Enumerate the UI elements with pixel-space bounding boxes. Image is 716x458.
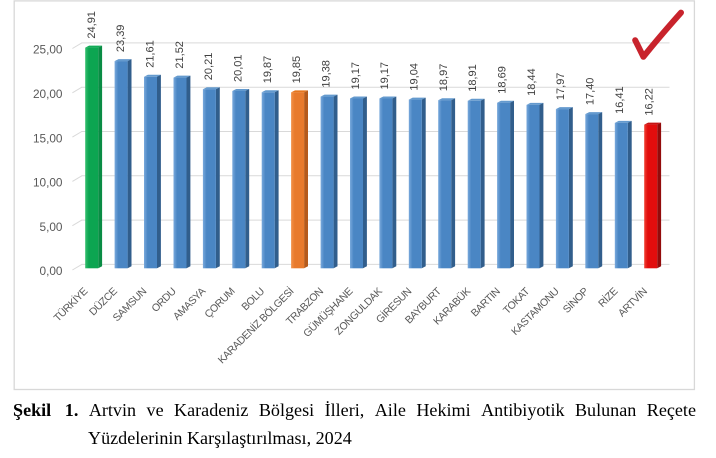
svg-text:21,61: 21,61 bbox=[145, 40, 157, 68]
svg-text:19,38: 19,38 bbox=[321, 60, 333, 88]
svg-text:19,17: 19,17 bbox=[379, 62, 391, 90]
svg-text:19,17: 19,17 bbox=[350, 62, 362, 90]
svg-text:24,91: 24,91 bbox=[86, 11, 98, 39]
svg-text:18,44: 18,44 bbox=[526, 68, 538, 96]
svg-text:18,69: 18,69 bbox=[497, 66, 509, 94]
svg-text:16,22: 16,22 bbox=[643, 88, 655, 116]
svg-text:20,01: 20,01 bbox=[233, 54, 245, 82]
svg-text:23,39: 23,39 bbox=[115, 25, 127, 53]
svg-text:18,91: 18,91 bbox=[467, 64, 479, 92]
svg-text:17,97: 17,97 bbox=[555, 73, 567, 101]
svg-text:17,40: 17,40 bbox=[585, 78, 597, 106]
svg-text:16,41: 16,41 bbox=[614, 86, 626, 114]
svg-text:19,04: 19,04 bbox=[409, 63, 421, 91]
svg-text:10,00: 10,00 bbox=[33, 176, 63, 190]
svg-text:15,00: 15,00 bbox=[33, 131, 63, 145]
svg-text:25,00: 25,00 bbox=[33, 43, 63, 57]
svg-text:21,52: 21,52 bbox=[174, 41, 186, 69]
svg-text:19,87: 19,87 bbox=[262, 56, 274, 84]
svg-text:20,00: 20,00 bbox=[33, 87, 63, 101]
svg-text:18,97: 18,97 bbox=[438, 64, 450, 92]
svg-text:20,21: 20,21 bbox=[203, 53, 215, 81]
svg-text:5,00: 5,00 bbox=[40, 220, 63, 234]
svg-text:0,00: 0,00 bbox=[40, 264, 63, 278]
svg-text:19,85: 19,85 bbox=[291, 56, 303, 84]
